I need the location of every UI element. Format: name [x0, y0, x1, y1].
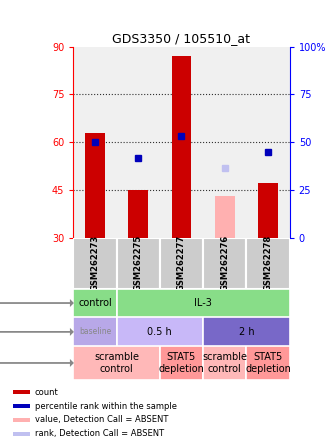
- Bar: [246, 346, 290, 380]
- Bar: [73, 289, 117, 317]
- Title: GDS3350 / 105510_at: GDS3350 / 105510_at: [113, 32, 250, 45]
- Text: rank, Detection Call = ABSENT: rank, Detection Call = ABSENT: [35, 429, 164, 438]
- Text: value, Detection Call = ABSENT: value, Detection Call = ABSENT: [35, 416, 168, 424]
- Bar: [117, 238, 160, 289]
- Bar: [85, 133, 105, 238]
- Text: GSM262277: GSM262277: [177, 235, 186, 291]
- Bar: [73, 346, 160, 380]
- Bar: [13, 404, 30, 408]
- Text: scramble
control: scramble control: [202, 352, 247, 374]
- Bar: [13, 432, 30, 436]
- Bar: [203, 346, 246, 380]
- Bar: [117, 317, 203, 346]
- Text: IL-3: IL-3: [194, 298, 212, 308]
- Text: scramble
control: scramble control: [94, 352, 139, 374]
- Text: STAT5
depletion: STAT5 depletion: [245, 352, 291, 374]
- Bar: [160, 238, 203, 289]
- Bar: [215, 196, 234, 238]
- Text: baseline: baseline: [79, 327, 111, 337]
- Bar: [203, 317, 290, 346]
- Bar: [203, 238, 246, 289]
- Text: GSM262276: GSM262276: [220, 235, 229, 291]
- Text: count: count: [35, 388, 58, 397]
- Text: control: control: [78, 298, 112, 308]
- Bar: [160, 346, 203, 380]
- Text: GSM262273: GSM262273: [90, 235, 100, 291]
- Bar: [172, 56, 191, 238]
- Bar: [13, 418, 30, 422]
- Text: percentile rank within the sample: percentile rank within the sample: [35, 401, 176, 411]
- Bar: [73, 317, 117, 346]
- Text: GSM262275: GSM262275: [134, 235, 143, 291]
- Bar: [246, 238, 290, 289]
- Text: GSM262278: GSM262278: [263, 235, 273, 291]
- Bar: [258, 183, 278, 238]
- Text: 0.5 h: 0.5 h: [148, 327, 172, 337]
- Bar: [13, 390, 30, 394]
- Bar: [73, 238, 117, 289]
- Bar: [117, 289, 290, 317]
- Text: 2 h: 2 h: [239, 327, 254, 337]
- Text: STAT5
depletion: STAT5 depletion: [159, 352, 204, 374]
- Bar: [129, 190, 148, 238]
